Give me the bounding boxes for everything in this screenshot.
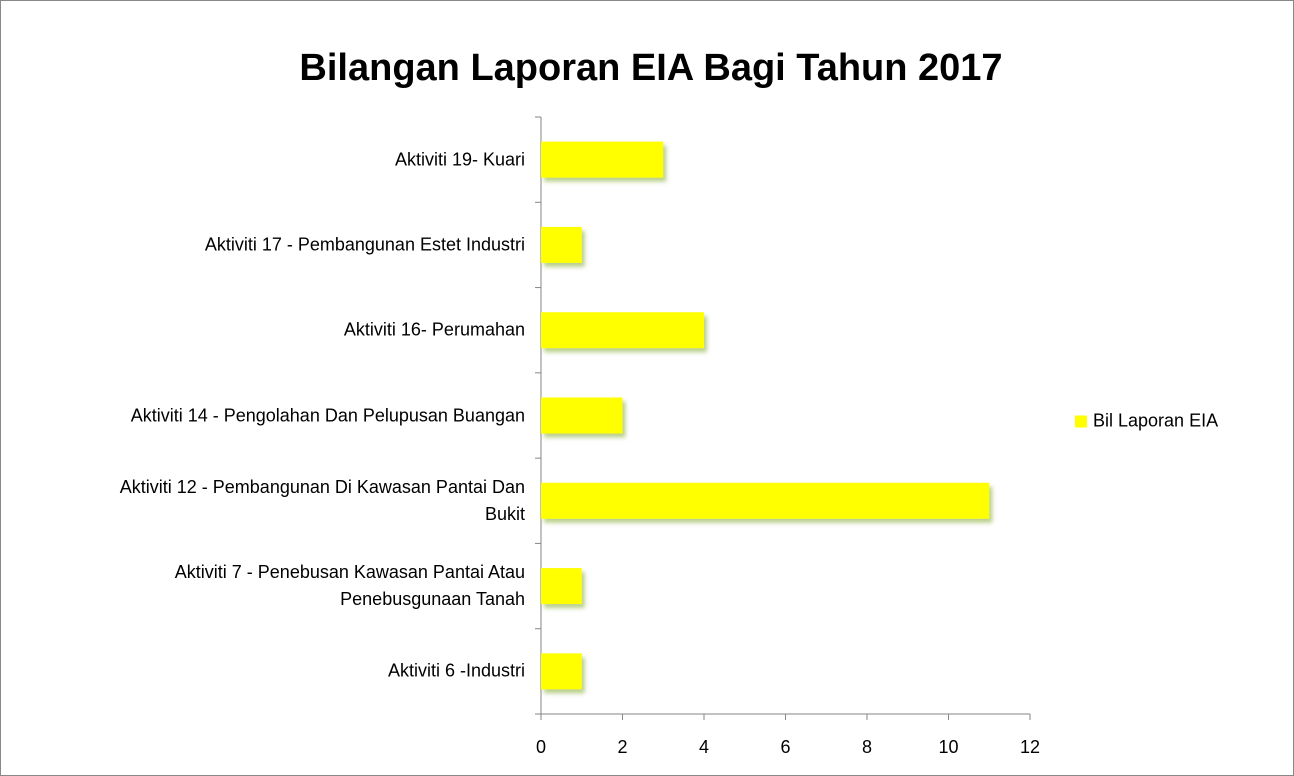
x-tick-label: 8	[862, 737, 872, 757]
x-tick-label: 4	[699, 737, 709, 757]
chart-title: Bilangan Laporan EIA Bagi Tahun 2017	[299, 47, 1002, 89]
x-tick-label: 2	[617, 737, 627, 757]
y-tick-label: Aktiviti 14 - Pengolahan Dan Pelupusan B…	[130, 405, 525, 425]
x-tick-label: 12	[1020, 737, 1040, 757]
bar	[541, 568, 582, 605]
y-tick-label: Aktiviti 12 - Pembangunan Di Kawasan Pan…	[119, 476, 525, 524]
bar	[541, 141, 664, 178]
bar	[541, 226, 582, 263]
x-tick-label: 0	[536, 737, 546, 757]
bar	[541, 653, 582, 690]
y-tick-label: Aktiviti 7 - Penebusan Kawasan Pantai At…	[174, 562, 525, 610]
y-tick-label: Aktiviti 19- Kuari	[394, 149, 525, 170]
x-tick-label: 10	[938, 737, 958, 757]
y-tick-label: Aktiviti 16- Perumahan	[343, 319, 525, 340]
legend-label: Bil Laporan EIA	[1093, 410, 1218, 430]
bar	[541, 482, 990, 519]
y-tick-label: Aktiviti 6 -Industri	[387, 660, 525, 681]
legend-swatch	[1075, 415, 1087, 428]
y-tick-label: Aktiviti 17 - Pembangunan Estet Industri	[204, 234, 525, 255]
bar	[541, 397, 623, 434]
bar	[541, 312, 704, 349]
x-tick-label: 6	[780, 737, 790, 757]
